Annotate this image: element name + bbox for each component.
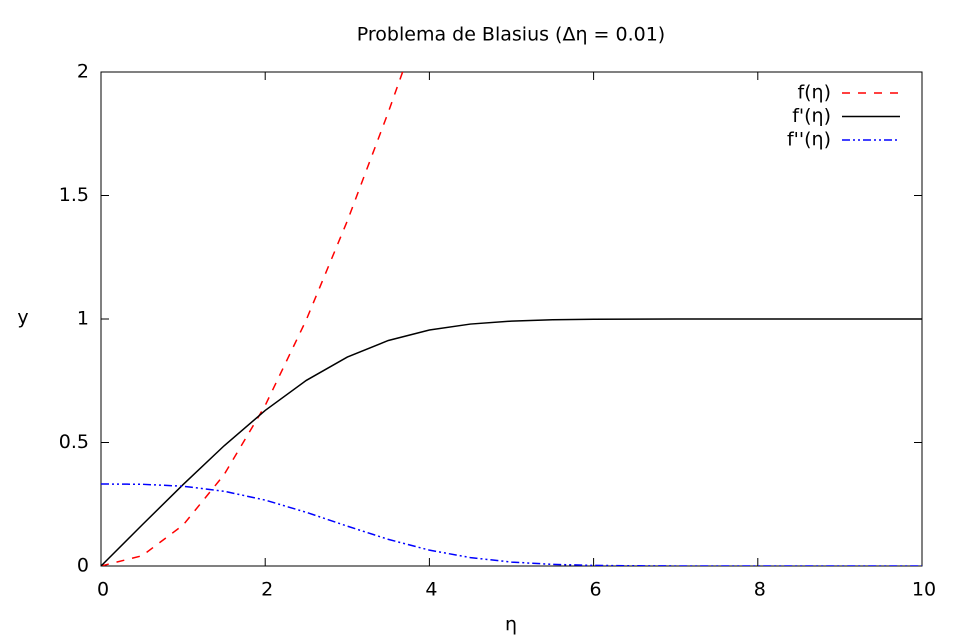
x-tick-label: 2 (261, 579, 273, 601)
x-tick-label: 6 (590, 579, 602, 601)
series-line (101, 318, 922, 566)
x-tick-label: 10 (912, 579, 936, 601)
y-tick-label: 1 (77, 308, 89, 330)
legend-label: f'(η) (792, 105, 831, 127)
x-tick-label: 0 (97, 579, 109, 601)
plot-area (101, 72, 922, 566)
y-tick-label: 0 (77, 555, 89, 577)
x-tick-label: 8 (754, 579, 766, 601)
y-tick-label: 0.5 (59, 431, 89, 453)
legend-label: f(η) (797, 82, 831, 104)
x-tick-label: 4 (425, 579, 437, 601)
legend-label: f''(η) (787, 129, 831, 151)
y-tick-label: 1.5 (59, 184, 89, 206)
y-axis-label: y (17, 307, 28, 329)
series-line (101, 483, 922, 566)
y-tick-label: 2 (77, 61, 89, 83)
x-axis-label: η (505, 614, 517, 636)
chart-title: Problema de Blasius (Δη = 0.01) (357, 24, 665, 46)
